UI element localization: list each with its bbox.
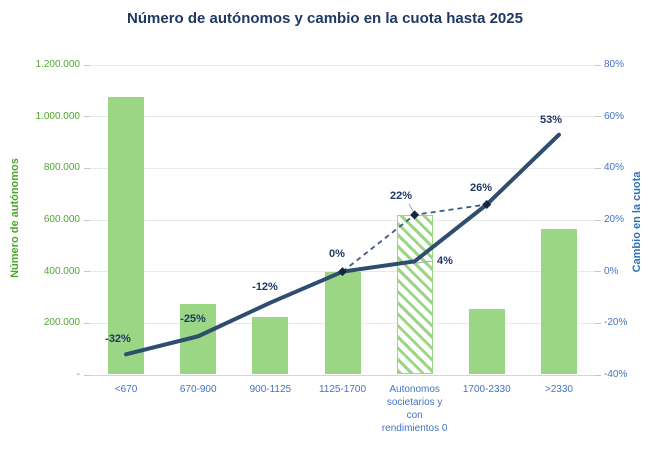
right-axis-tick — [595, 64, 601, 66]
x-axis-category-label: 670-900 — [179, 384, 217, 395]
gridline — [90, 219, 595, 221]
left-axis-tick — [84, 64, 90, 66]
left-axis-tick — [84, 116, 90, 118]
right-axis-tick — [595, 116, 601, 118]
right-axis-tick-label: 80% — [604, 59, 625, 70]
left-axis-tick-label: 1.000.000 — [35, 110, 81, 122]
left-axis-tick — [84, 374, 90, 376]
x-axis-line — [90, 374, 595, 376]
x-axis-category-label: Autonomos societarios y con rendimientos… — [381, 384, 448, 434]
x-axis-category-label: 900-1125 — [249, 384, 292, 395]
left-axis-tick-label: 800.000 — [43, 162, 80, 174]
left-axis-tick-label: 1.200.000 — [35, 59, 81, 70]
left-axis-tick — [84, 167, 90, 169]
left-axis-tick-label: 600.000 — [43, 214, 80, 225]
left-axis-tick — [84, 271, 90, 273]
data-label: -12% — [252, 281, 278, 293]
left-axis-tick-label: 400.000 — [43, 265, 80, 277]
right-axis-tick-label: -40% — [604, 369, 628, 380]
right-axis-tick-label: 40% — [604, 162, 625, 174]
bar-6 — [540, 229, 577, 374]
right-axis-tick — [595, 219, 601, 221]
label-leader-line — [408, 203, 415, 214]
bar-2 — [252, 316, 289, 374]
data-label: 53% — [539, 114, 563, 126]
right-axis-tick-label: 60% — [604, 110, 625, 122]
bar-3 — [324, 271, 361, 374]
data-label: -32% — [105, 333, 131, 345]
bar-hatched-4 — [396, 214, 433, 374]
right-axis-tick — [595, 271, 601, 273]
x-axis-category-label: <670 — [114, 384, 138, 395]
right-axis-tick-label: -20% — [604, 317, 628, 329]
left-axis-tick — [84, 219, 90, 221]
x-axis-category-label: >2330 — [544, 384, 573, 395]
gridline — [90, 167, 595, 169]
right-axis-tick — [595, 167, 601, 169]
right-axis-tick-label: 20% — [604, 214, 625, 225]
right-axis-tick — [595, 374, 601, 376]
data-label: 22% — [389, 190, 413, 202]
left-axis-tick-label: 200.000 — [43, 317, 80, 329]
x-axis-category-label: 1700-2330 — [462, 384, 511, 395]
data-label: 4% — [437, 255, 453, 267]
left-axis-tick-label: - — [76, 369, 80, 380]
chart-title: Número de autónomos y cambio en la cuota… — [127, 10, 523, 27]
left-axis-tick — [84, 322, 90, 324]
data-label: -25% — [180, 313, 206, 325]
right-axis-tick — [595, 322, 601, 324]
gridline — [90, 64, 595, 66]
gridline — [90, 116, 595, 118]
data-label: 26% — [469, 182, 493, 194]
right-axis-tick-label: 0% — [604, 265, 619, 277]
x-axis-category-label: 1125-1700 — [318, 384, 367, 395]
line-marker — [482, 200, 492, 209]
bar-5 — [468, 309, 505, 374]
data-label: 0% — [329, 248, 345, 260]
